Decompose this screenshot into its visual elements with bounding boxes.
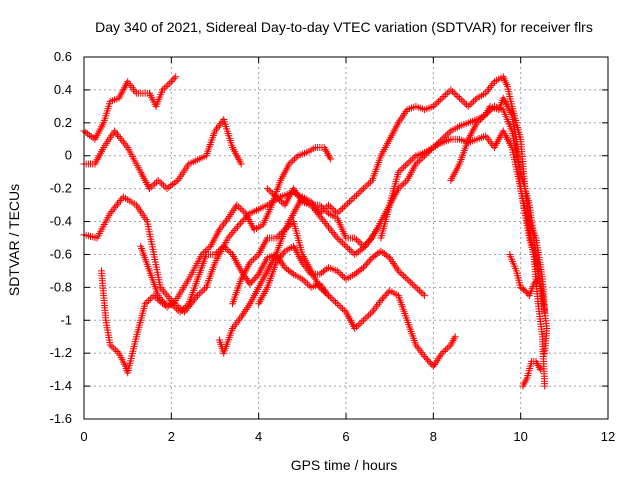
series-markers (506, 251, 542, 300)
series-markers (80, 116, 245, 193)
series-markers (137, 144, 335, 311)
y-tick-label: -0.4 (50, 214, 72, 229)
tick-labels: 0 2 4 6 8 10 12 0.6 0.4 0.2 0 -0.2 -0.4 -0.6 -0.8 -1 -1.… (50, 49, 616, 444)
x-tick-label: 6 (342, 429, 349, 444)
chart-title: Day 340 of 2021, Sidereal Day-to-day VTE… (95, 19, 593, 35)
series-track-8 (255, 242, 429, 308)
series-track-13 (519, 357, 544, 390)
y-axis-label: SDTVAR / TECUs (6, 184, 22, 296)
series-track-5 (137, 144, 335, 311)
y-tick-label: -0.6 (50, 246, 72, 261)
y-tick-label: 0 (65, 148, 72, 163)
series-track-1 (80, 73, 180, 143)
x-tick-label: 0 (80, 429, 87, 444)
series-markers (80, 73, 180, 143)
series-track-4 (98, 242, 332, 377)
y-tick-label: -1.4 (50, 378, 72, 393)
y-tick-label: 0.2 (54, 115, 72, 130)
series-track-12 (506, 251, 542, 300)
data-markers (80, 73, 551, 390)
y-tick-label: -0.8 (50, 279, 72, 294)
x-tick-label: 12 (601, 429, 615, 444)
x-tick-label: 2 (168, 429, 175, 444)
series-markers (98, 242, 332, 377)
series-markers (519, 357, 544, 390)
series-track-2 (80, 116, 245, 193)
x-tick-label: 4 (255, 429, 262, 444)
y-tick-label: -1.2 (50, 345, 72, 360)
y-tick-label: 0.6 (54, 49, 72, 64)
x-tick-label: 10 (513, 429, 527, 444)
series-track-7 (229, 218, 459, 370)
series-markers (255, 242, 429, 308)
series-markers (229, 218, 459, 370)
y-tick-label: -1 (60, 312, 72, 327)
y-tick-label: -0.2 (50, 181, 72, 196)
y-tick-label: 0.4 (54, 82, 72, 97)
x-axis-label: GPS time / hours (291, 457, 398, 473)
series-track-11 (447, 94, 549, 390)
x-tick-label: 8 (430, 429, 437, 444)
y-tick-label: -1.6 (50, 411, 72, 426)
tick-marks (83, 56, 609, 420)
